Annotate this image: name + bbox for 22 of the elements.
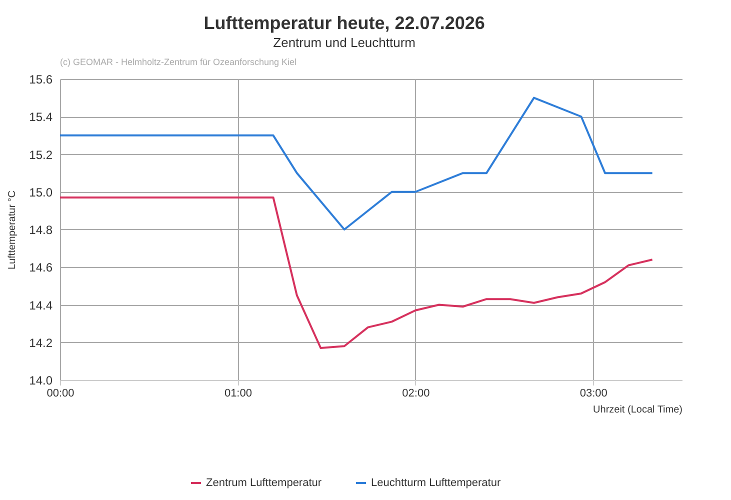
- y-tick-label: 14.6: [29, 260, 53, 275]
- line-series: [60, 196, 654, 350]
- x-axis-title: Uhrzeit (Local Time): [593, 404, 682, 416]
- chart-subtitle: Zentrum und Leuchtturm: [273, 35, 416, 50]
- y-tick-label: 14.8: [29, 223, 53, 237]
- chart-title: Lufttemperatur heute, 22.07.2026: [204, 13, 485, 33]
- x-tick-label: 03:00: [580, 388, 608, 400]
- x-tick-label: 00:00: [46, 388, 74, 400]
- y-tick-label: 15.2: [29, 148, 53, 162]
- y-tick-label: 15.4: [29, 110, 53, 124]
- x-tick-label: 01:00: [224, 388, 252, 400]
- x-tick-label: 02:00: [402, 388, 430, 400]
- y-tick-label: 14.4: [29, 298, 53, 312]
- line-series: [60, 96, 654, 230]
- y-axis-title: Lufttemperatur °C: [7, 190, 18, 270]
- y-tick-label: 14.0: [29, 374, 53, 388]
- y-tick-label: 15.0: [29, 185, 53, 200]
- text: (c) GEOMAR - Helmholtz-Zentrum für Ozeanforschung Kiel: [60, 57, 297, 67]
- legend-label: Zentrum Lufttemperatur: [206, 477, 322, 489]
- legend-label: Leuchtturm Lufttemperatur: [371, 477, 501, 489]
- y-tick-label: 15.6: [29, 72, 53, 86]
- y-tick-label: 14.2: [29, 336, 53, 350]
